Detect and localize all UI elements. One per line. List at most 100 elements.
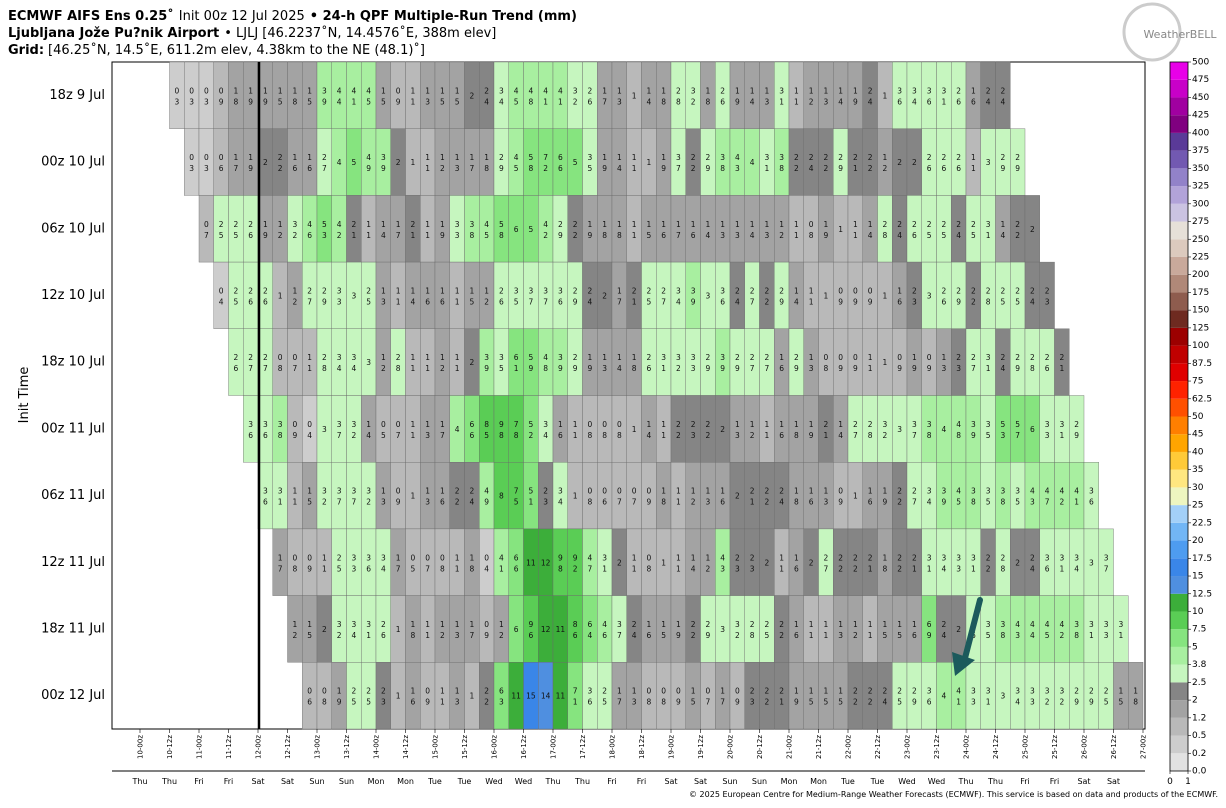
cell [464, 528, 480, 596]
cell-digit: 1 [661, 431, 666, 440]
cell-digit: 1 [366, 420, 371, 429]
cell-digit: 1 [794, 420, 799, 429]
cell-digit: 9 [425, 698, 430, 707]
cell-value: 3 [322, 425, 327, 434]
cell-digit: 7 [425, 564, 430, 573]
cell-digit: 1 [499, 564, 504, 573]
cell-digit: 0 [292, 420, 297, 429]
cell-digit: 1 [750, 220, 755, 229]
cell-digit: 4 [956, 687, 961, 696]
cell [936, 528, 952, 596]
cell-digit: 9 [912, 698, 917, 707]
cell-digit: 1 [838, 86, 843, 95]
cell-digit: 3 [337, 286, 342, 295]
cell-value: 8 [499, 492, 504, 501]
cell-digit: 6 [514, 225, 519, 234]
cell-digit: 3 [366, 553, 371, 562]
cell-digit: 3 [381, 297, 386, 306]
cell-digit: 6 [514, 553, 519, 562]
cell-digit: 0 [646, 553, 651, 562]
cell-digit: 1 [292, 86, 297, 95]
cell-digit: 1 [573, 698, 578, 707]
colorbar-bin [1170, 505, 1188, 523]
cell-digit: 6 [941, 297, 946, 306]
cell-value: 5 [351, 158, 356, 167]
cell-digit: 9 [499, 164, 504, 173]
cell [375, 528, 391, 596]
cell [302, 528, 318, 596]
cell-digit: 1 [676, 564, 681, 573]
cell-digit: 3 [1045, 687, 1050, 696]
cell-digit: 1 [809, 297, 814, 306]
cell-digit: 1 [897, 620, 902, 629]
cell-digit: 3 [897, 425, 902, 434]
cell-digit: 8 [410, 631, 415, 640]
colorbar-label: 400 [1192, 128, 1209, 138]
cell-digit: 7 [307, 297, 312, 306]
cell [449, 528, 465, 596]
cell-digit: 2 [927, 153, 932, 162]
cell-digit: 2 [897, 564, 902, 573]
cell-digit: 3 [986, 353, 991, 362]
cell-digit: 4 [750, 231, 755, 240]
cell-digit: 2 [366, 498, 371, 507]
cell-digit: 5 [381, 431, 386, 440]
cell-value: 1 [410, 492, 415, 501]
cell-digit: 4 [956, 231, 961, 240]
cell-digit: 1 [233, 153, 238, 162]
x-tick-label: 21-00z [786, 735, 794, 759]
cell-digit: 1 [632, 353, 637, 362]
cell-digit: 2 [750, 687, 755, 696]
cell-digit: 4 [381, 231, 386, 240]
cell-digit: 1 [499, 620, 504, 629]
cell-digit: 6 [1045, 364, 1050, 373]
cell-digit: 2 [705, 431, 710, 440]
cell-digit: 2 [410, 220, 415, 229]
cell-digit: 3 [705, 291, 710, 300]
cell-digit: 1 [425, 153, 430, 162]
cell-digit: 2 [927, 220, 932, 229]
cell-digit: 2 [882, 164, 887, 173]
cell-digit: 1 [322, 553, 327, 562]
cell [597, 528, 613, 596]
cell-digit: 3 [971, 420, 976, 429]
cell-digit: 1 [661, 558, 666, 567]
cell-digit: 2 [351, 220, 356, 229]
colorbar-label: 250 [1192, 235, 1209, 245]
cell-value: 1 [396, 692, 401, 701]
cell-digit: 0 [809, 220, 814, 229]
cell-digit: 1 [868, 364, 873, 373]
cell-digit: 7 [469, 164, 474, 173]
cell-digit: 1 [617, 86, 622, 95]
